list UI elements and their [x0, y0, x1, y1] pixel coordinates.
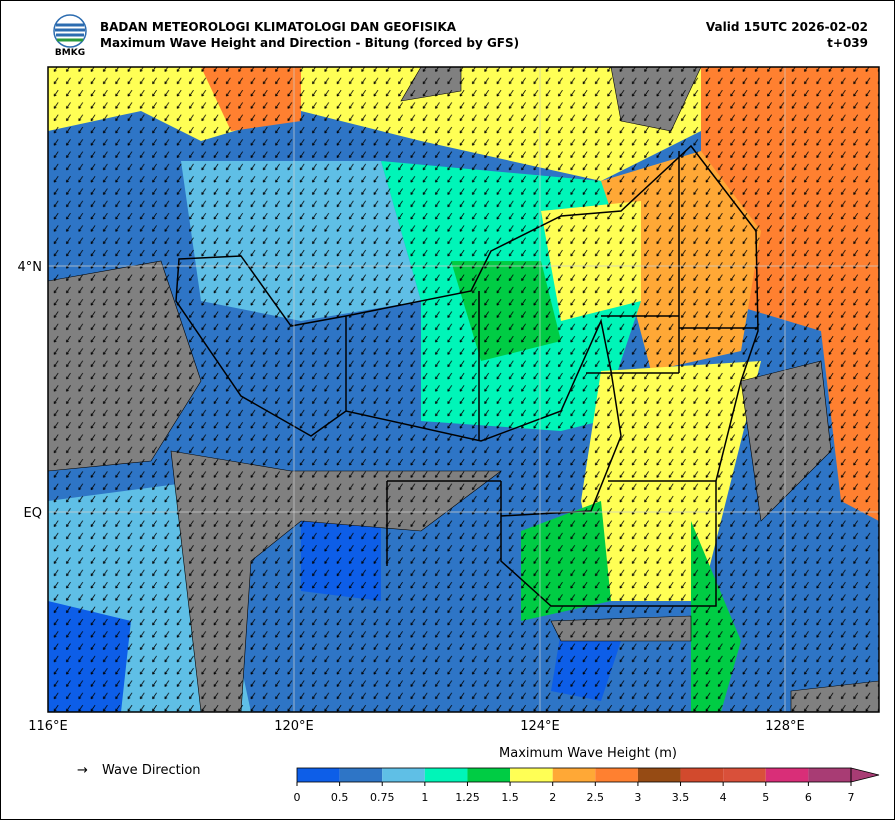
colorbar-bin	[339, 768, 383, 782]
legend-label: Wave Direction	[102, 763, 201, 778]
colorbar-bin	[765, 768, 809, 782]
map-frame	[47, 66, 880, 713]
colorbar-tick-label: 5	[762, 791, 769, 804]
lon-label: 116°E	[28, 719, 68, 734]
colorbar-tick-label: 4	[720, 791, 727, 804]
colorbar-bin	[808, 768, 851, 782]
colorbar-tick-label: 0.75	[370, 791, 395, 804]
title: Maximum Wave Height and Direction - Bitu…	[100, 36, 519, 50]
colorbar-tick-label: 7	[848, 791, 855, 804]
colorbar-tick-label: 2	[549, 791, 556, 804]
lat-label: 4°N	[18, 260, 43, 275]
valid-time: Valid 15UTC 2026-02-02	[706, 20, 868, 34]
colorbar-bin	[297, 768, 340, 782]
lat-label: EQ	[24, 506, 42, 521]
lon-label: 124°E	[520, 719, 560, 734]
colorbar-bin	[424, 768, 468, 782]
colorbar-frame	[296, 767, 852, 783]
lon-label: 120°E	[274, 719, 314, 734]
colorbar-bin	[723, 768, 766, 782]
agency: BADAN METEOROLOGI KLIMATOLOGI DAN GEOFIS…	[100, 20, 457, 34]
colorbar-bin	[510, 768, 553, 782]
logo: BMKG	[53, 14, 87, 58]
colorbar-tick-label: 3.5	[672, 791, 690, 804]
colorbar-tick-label: 1.5	[501, 791, 519, 804]
logo-text: BMKG	[55, 48, 85, 58]
colorbar-tick-label: 6	[805, 791, 812, 804]
colorbar-tick-label: 0.5	[331, 791, 349, 804]
colorbar-tick-label: 0	[294, 791, 301, 804]
colorbar-bin	[467, 768, 511, 782]
lead-time: t+039	[827, 36, 868, 50]
colorbar-extend	[850, 767, 880, 783]
colorbar-bin	[595, 768, 638, 782]
colorbar-title: Maximum Wave Height (m)	[499, 746, 677, 761]
colorbar-bin	[680, 768, 724, 782]
colorbar-bin	[637, 768, 681, 782]
colorbar-tick-label: 1.25	[455, 791, 480, 804]
lon-label: 128°E	[765, 719, 805, 734]
colorbar-tick-label: 3	[634, 791, 641, 804]
colorbar-tick-label: 1	[421, 791, 428, 804]
colorbar-bin	[552, 768, 596, 782]
map	[48, 67, 879, 712]
legend-arrow: →	[77, 763, 88, 778]
colorbar-bin	[382, 768, 425, 782]
colorbar-tick-label: 2.5	[587, 791, 605, 804]
